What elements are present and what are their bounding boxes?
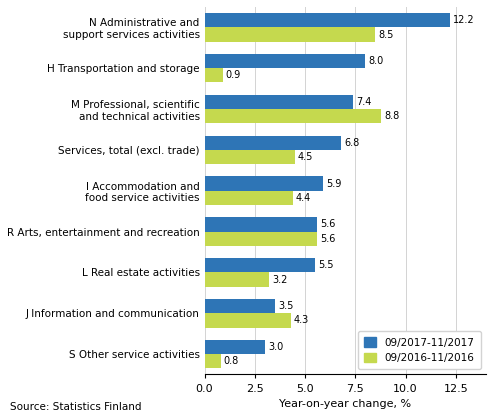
Text: 5.6: 5.6 — [320, 234, 336, 244]
Text: 3.2: 3.2 — [272, 275, 287, 285]
Bar — [205, 150, 295, 164]
Bar — [205, 136, 341, 150]
Bar — [205, 176, 323, 191]
Bar — [205, 258, 315, 272]
Text: 5.9: 5.9 — [326, 178, 342, 188]
Bar — [205, 272, 269, 287]
Text: 8.8: 8.8 — [385, 111, 400, 121]
Text: 8.5: 8.5 — [379, 30, 394, 40]
Bar — [205, 217, 317, 232]
Text: 3.0: 3.0 — [268, 342, 283, 352]
Text: Source: Statistics Finland: Source: Statistics Finland — [10, 402, 141, 412]
Bar — [205, 27, 376, 42]
Text: 5.6: 5.6 — [320, 219, 336, 229]
Text: 0.8: 0.8 — [224, 356, 239, 366]
Legend: 09/2017-11/2017, 09/2016-11/2016: 09/2017-11/2017, 09/2016-11/2016 — [357, 331, 481, 369]
Bar — [205, 191, 293, 205]
Text: 3.5: 3.5 — [278, 301, 293, 311]
Text: 4.4: 4.4 — [296, 193, 311, 203]
Text: 4.5: 4.5 — [298, 152, 314, 162]
Bar — [205, 109, 382, 123]
X-axis label: Year-on-year change, %: Year-on-year change, % — [279, 399, 411, 409]
Text: 4.3: 4.3 — [294, 315, 309, 325]
Text: 6.8: 6.8 — [344, 138, 359, 148]
Bar — [205, 313, 291, 327]
Bar — [205, 299, 275, 313]
Bar — [205, 232, 317, 246]
Text: 8.0: 8.0 — [368, 56, 384, 66]
Text: 0.9: 0.9 — [226, 70, 241, 80]
Bar — [205, 340, 265, 354]
Text: 7.4: 7.4 — [356, 97, 372, 107]
Bar — [205, 54, 365, 68]
Bar — [205, 13, 450, 27]
Text: 5.5: 5.5 — [318, 260, 334, 270]
Bar — [205, 354, 221, 368]
Bar — [205, 95, 353, 109]
Bar — [205, 68, 223, 82]
Text: 12.2: 12.2 — [453, 15, 474, 25]
